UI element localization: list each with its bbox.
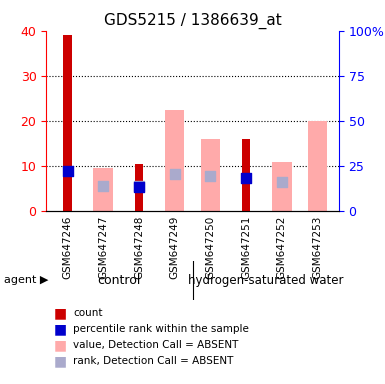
Title: GDS5215 / 1386639_at: GDS5215 / 1386639_at	[104, 13, 281, 29]
Point	[172, 171, 178, 177]
Text: ■: ■	[54, 322, 67, 336]
Bar	[272, 162, 291, 211]
Text: agent ▶: agent ▶	[4, 275, 48, 285]
Point	[136, 184, 142, 190]
Point	[207, 173, 213, 179]
Text: value, Detection Call = ABSENT: value, Detection Call = ABSENT	[73, 340, 239, 350]
Bar	[201, 139, 220, 211]
Bar	[165, 110, 184, 211]
Bar	[94, 168, 113, 211]
Bar	[308, 121, 327, 211]
Bar	[241, 139, 251, 211]
Text: hydrogen-saturated water: hydrogen-saturated water	[188, 274, 343, 287]
Point	[279, 179, 285, 185]
Text: ■: ■	[54, 306, 67, 320]
Text: percentile rank within the sample: percentile rank within the sample	[73, 324, 249, 334]
Point	[243, 175, 249, 181]
Bar	[134, 164, 144, 211]
Text: count: count	[73, 308, 103, 318]
Point	[100, 183, 106, 189]
Text: control: control	[98, 274, 141, 287]
Point	[65, 169, 71, 175]
Bar	[63, 35, 72, 211]
Text: rank, Detection Call = ABSENT: rank, Detection Call = ABSENT	[73, 356, 234, 366]
Point	[136, 183, 142, 189]
Text: ■: ■	[54, 338, 67, 352]
Text: ■: ■	[54, 354, 67, 368]
